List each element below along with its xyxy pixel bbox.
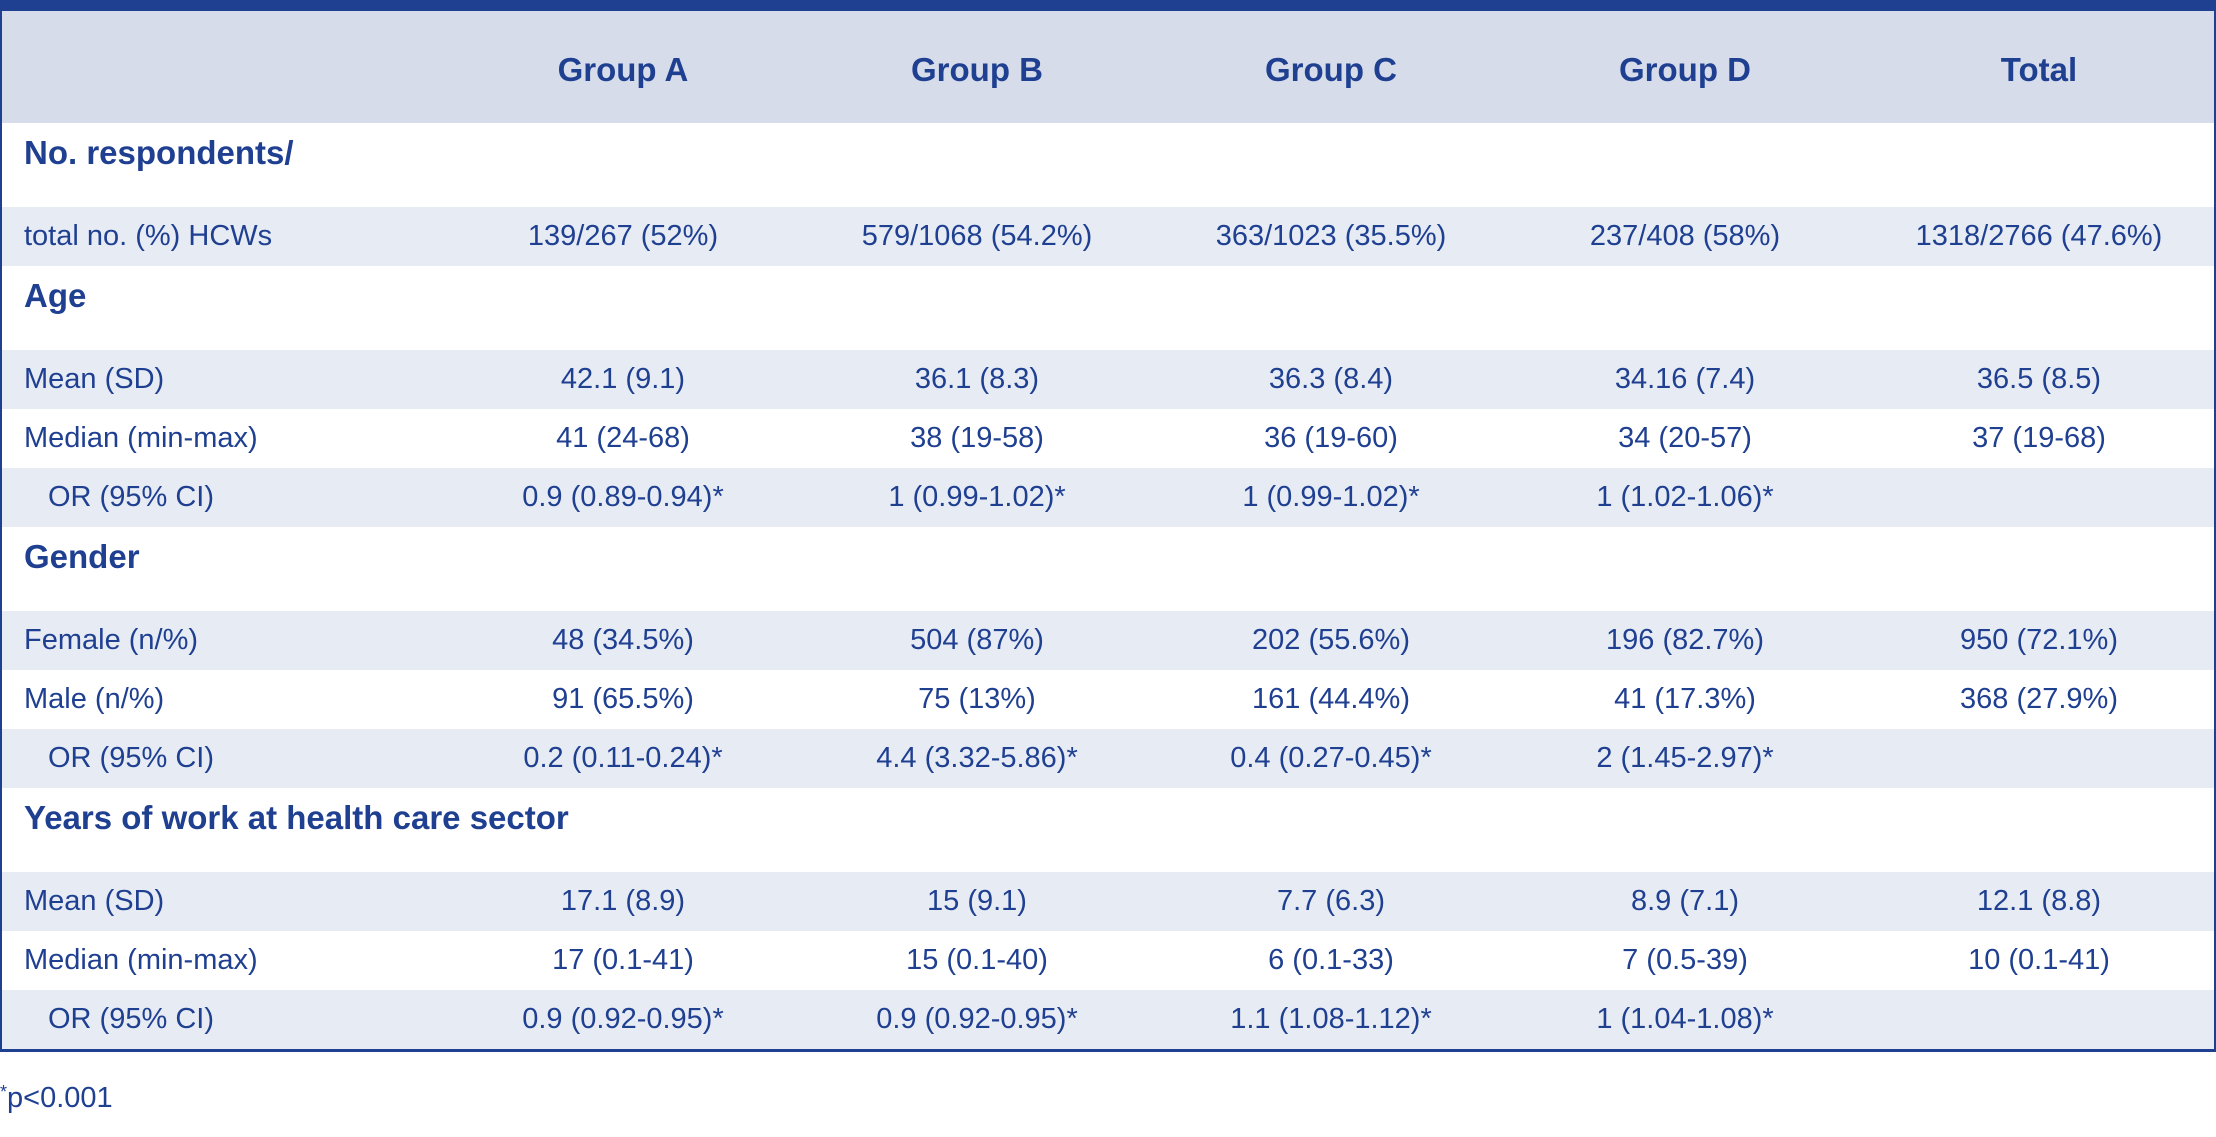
table-cell: 15 (9.1) bbox=[927, 885, 1027, 917]
table-row: OR (95% CI) 0.2 (0.11-0.24)* 4.4 (3.32-5.8… bbox=[2, 729, 2214, 788]
table-cell: 8.9 (7.1) bbox=[1631, 885, 1739, 917]
table-cell: 0.2 (0.11-0.24)* bbox=[523, 742, 723, 774]
table-cell: 1 (0.99-1.02)* bbox=[888, 481, 1066, 513]
table-cell: 12.1 (8.8) bbox=[1976, 885, 2102, 917]
row-label: OR (95% CI) bbox=[48, 481, 214, 513]
table-cell: 1.1 (1.08-1.12)* bbox=[1230, 1003, 1432, 1035]
table-cell: 15 (0.1-40) bbox=[906, 944, 1048, 976]
table-cell: 196 (82.7%) bbox=[1606, 624, 1764, 656]
table-cell: 38 (19-58) bbox=[910, 422, 1044, 454]
footnote-marker: * bbox=[0, 1082, 8, 1102]
section-title: Age bbox=[24, 277, 87, 314]
table-cell: 0.9 (0.92-0.95)* bbox=[522, 1003, 724, 1035]
table-cell: 6 (0.1-33) bbox=[1268, 944, 1394, 976]
table-cell: 202 (55.6%) bbox=[1252, 624, 1410, 656]
row-label: Median (min-max) bbox=[24, 944, 258, 976]
row-label: OR (95% CI) bbox=[48, 1003, 214, 1035]
table-cell: 42.1 (9.1) bbox=[560, 363, 686, 395]
table-cell: 1 (1.04-1.08)* bbox=[1596, 1003, 1774, 1035]
table-top-border bbox=[0, 0, 2216, 11]
table-row: Mean (SD) 17.1 (8.9) 15 (9.1) 7.7 (6.3) 8.9 … bbox=[2, 872, 2214, 931]
table-cell: 504 (87%) bbox=[910, 624, 1044, 656]
section-header-row: No. respondents/ bbox=[2, 123, 2214, 207]
row-label: Mean (SD) bbox=[24, 363, 165, 395]
table-cell: 34.16 (7.4) bbox=[1614, 363, 1756, 395]
table-cell: 75 (13%) bbox=[918, 683, 1036, 715]
section-header-row: Years of work at health care sector bbox=[2, 788, 2214, 872]
table-cell: 34 (20-57) bbox=[1618, 422, 1752, 454]
table-cell: 139/267 (52%) bbox=[527, 220, 719, 252]
table-cell: 237/408 (58%) bbox=[1589, 220, 1781, 252]
row-label: Mean (SD) bbox=[24, 885, 165, 917]
section-header-row: Age bbox=[2, 266, 2214, 350]
table-row: Median (min-max) 17 (0.1-41) 15 (0.1-40) 6 … bbox=[2, 931, 2214, 990]
table-cell: 1 (1.02-1.06)* bbox=[1596, 481, 1774, 513]
table-cell: 36.3 (8.4) bbox=[1268, 363, 1394, 395]
table-row: Male (n/%) 91 (65.5%) 75 (13%) 161 (44.4%) 4… bbox=[2, 670, 2214, 729]
table-cell: 950 (72.1%) bbox=[1960, 624, 2118, 656]
table-cell: 41 (17.3%) bbox=[1614, 683, 1756, 715]
table-body: No. respondents/total no. (%) HCWs 139/26… bbox=[0, 123, 2216, 1052]
table-row: OR (95% CI) 0.9 (0.89-0.94)* 1 (0.99-1.02)… bbox=[2, 468, 2214, 527]
row-label: OR (95% CI) bbox=[48, 742, 214, 774]
table-cell: 4.4 (3.32-5.86)* bbox=[876, 742, 1078, 774]
table-row: Median (min-max) 41 (24-68) 38 (19-58) 36 (… bbox=[2, 409, 2214, 468]
table-cell: 161 (44.4%) bbox=[1252, 683, 1410, 715]
column-header-group-c: Group C bbox=[1265, 51, 1397, 88]
table-cell: 1 (0.99-1.02)* bbox=[1242, 481, 1420, 513]
column-header-group-a: Group A bbox=[557, 51, 689, 88]
section-title: No. respondents/ bbox=[24, 134, 294, 171]
data-table: Group A Group B Group C Group D Total No… bbox=[0, 0, 2216, 1052]
table-cell: 1318/2766 (47.6%) bbox=[1915, 220, 2163, 252]
table-row: Female (n/%) 48 (34.5%) 504 (87%) 202 (55.6… bbox=[2, 611, 2214, 670]
section-title: Gender bbox=[24, 538, 140, 575]
column-header-total: Total bbox=[2000, 51, 2078, 88]
row-label: Median (min-max) bbox=[24, 422, 258, 454]
row-label: Male (n/%) bbox=[24, 683, 165, 715]
table-cell: 363/1023 (35.5%) bbox=[1215, 220, 1447, 252]
table-cell: 37 (19-68) bbox=[1972, 422, 2106, 454]
row-label: total no. (%) HCWs bbox=[24, 220, 273, 252]
table-cell: 7.7 (6.3) bbox=[1277, 885, 1385, 917]
table-cell: 36 (19-60) bbox=[1264, 422, 1398, 454]
table-cell: 0.9 (0.89-0.94)* bbox=[522, 481, 724, 513]
table-cell: 17.1 (8.9) bbox=[560, 885, 686, 917]
table-cell: 7 (0.5-39) bbox=[1622, 944, 1748, 976]
table-cell: 2 (1.45-2.97)* bbox=[1596, 742, 1774, 774]
table-cell: 48 (34.5%) bbox=[552, 624, 694, 656]
table-cell: 0.4 (0.27-0.45)* bbox=[1230, 742, 1432, 774]
table-cell: 579/1068 (54.2%) bbox=[861, 220, 1093, 252]
table-footnote: *p<0.001 bbox=[0, 1072, 113, 1118]
table-cell: 36.1 (8.3) bbox=[914, 363, 1040, 395]
table-row: Mean (SD) 42.1 (9.1) 36.1 (8.3) 36.3 (8.4) 3… bbox=[2, 350, 2214, 409]
column-header-group-d: Group D bbox=[1619, 51, 1751, 88]
table-cell: 368 (27.9%) bbox=[1960, 683, 2118, 715]
row-label: Female (n/%) bbox=[24, 624, 199, 656]
table-cell: 91 (65.5%) bbox=[552, 683, 694, 715]
table-row: total no. (%) HCWs 139/267 (52%) 579/1068 … bbox=[2, 207, 2214, 266]
column-header-group-b: Group B bbox=[911, 51, 1043, 88]
section-header-row: Gender bbox=[2, 527, 2214, 611]
table-cell: 17 (0.1-41) bbox=[552, 944, 694, 976]
footnote-text: p<0.001 bbox=[7, 1082, 113, 1114]
table-cell: 41 (24-68) bbox=[556, 422, 690, 454]
table-header: Group A Group B Group C Group D Total bbox=[0, 11, 2216, 123]
table-cell: 0.9 (0.92-0.95)* bbox=[876, 1003, 1078, 1035]
section-title: Years of work at health care sector bbox=[24, 799, 569, 836]
table-cell: 36.5 (8.5) bbox=[1976, 363, 2102, 395]
table-cell: 10 (0.1-41) bbox=[1968, 944, 2110, 976]
table-row: OR (95% CI) 0.9 (0.92-0.95)* 0.9 (0.92-0.9… bbox=[2, 990, 2214, 1049]
